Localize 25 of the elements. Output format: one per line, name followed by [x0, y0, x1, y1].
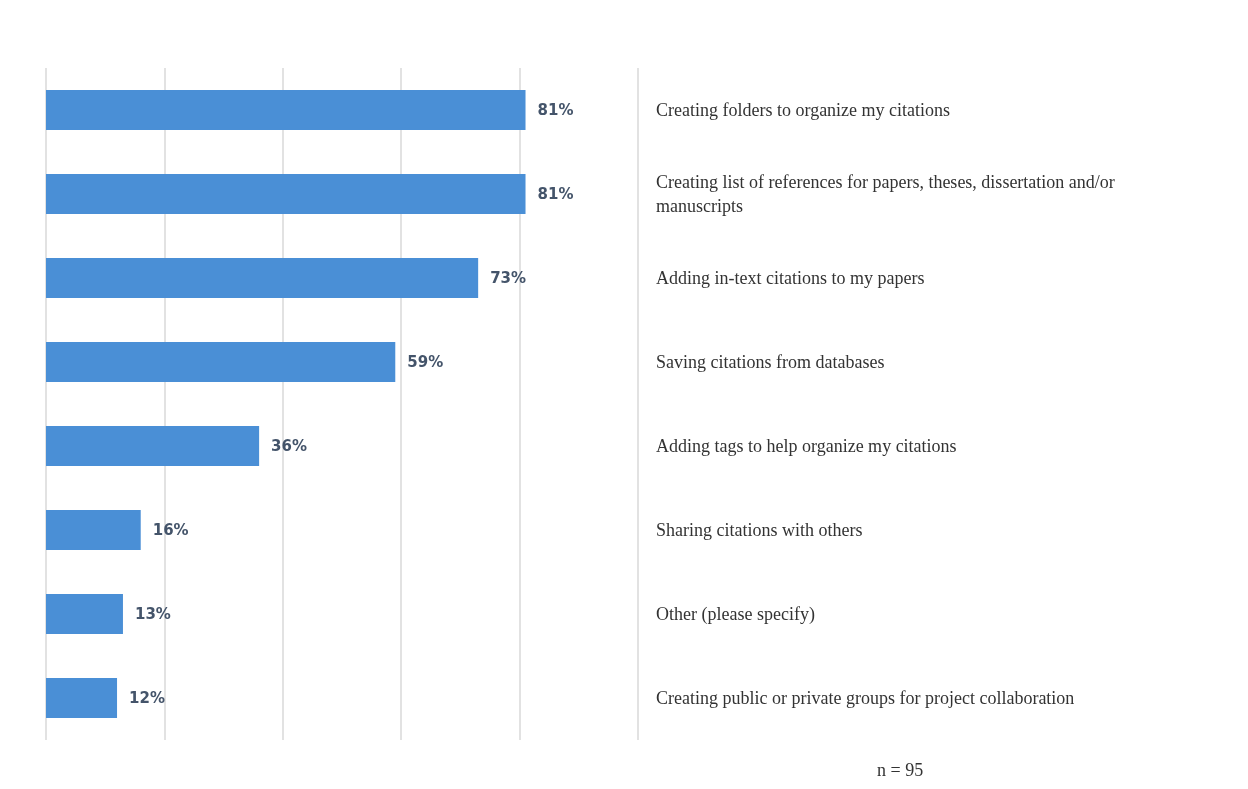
y-tick-label: Saving citations from databases: [656, 352, 885, 372]
bar: [46, 342, 396, 382]
y-tick-label: Creating public or private groups for project collaboration: [656, 688, 1075, 708]
bar: [46, 594, 123, 634]
data-label: 81%: [537, 101, 574, 119]
y-tick-label: Sharing citations with others: [656, 520, 863, 540]
data-label: 12%: [129, 689, 165, 707]
bar: [46, 90, 526, 130]
y-tick-label: Adding in-text citations to my papers: [656, 268, 925, 288]
data-label: 73%: [490, 269, 527, 287]
bar: [46, 174, 526, 214]
data-label: 16%: [152, 521, 189, 539]
bar: [46, 678, 118, 718]
bar: [46, 426, 260, 466]
data-label: 13%: [134, 605, 171, 623]
bar: [46, 510, 141, 550]
text: n = 95: [877, 760, 924, 780]
data-label: 81%: [537, 185, 574, 203]
y-tick-label: Other (please specify): [656, 604, 815, 625]
y-tick-label: Creating list of references for papers, theses, dissertation and/or manuscripts: [656, 172, 1120, 216]
y-tick-label: Creating folders to organize my citations: [656, 100, 951, 120]
y-tick-label: Adding tags to help organize my citations: [656, 436, 957, 456]
bar: [46, 258, 479, 298]
data-label: 36%: [271, 437, 308, 455]
data-label: 59%: [407, 353, 444, 371]
